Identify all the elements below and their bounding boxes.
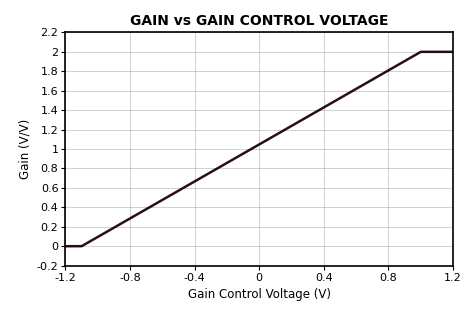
- Title: GAIN vs GAIN CONTROL VOLTAGE: GAIN vs GAIN CONTROL VOLTAGE: [130, 15, 389, 29]
- Y-axis label: Gain (V/V): Gain (V/V): [18, 119, 31, 179]
- X-axis label: Gain Control Voltage (V): Gain Control Voltage (V): [188, 288, 331, 301]
